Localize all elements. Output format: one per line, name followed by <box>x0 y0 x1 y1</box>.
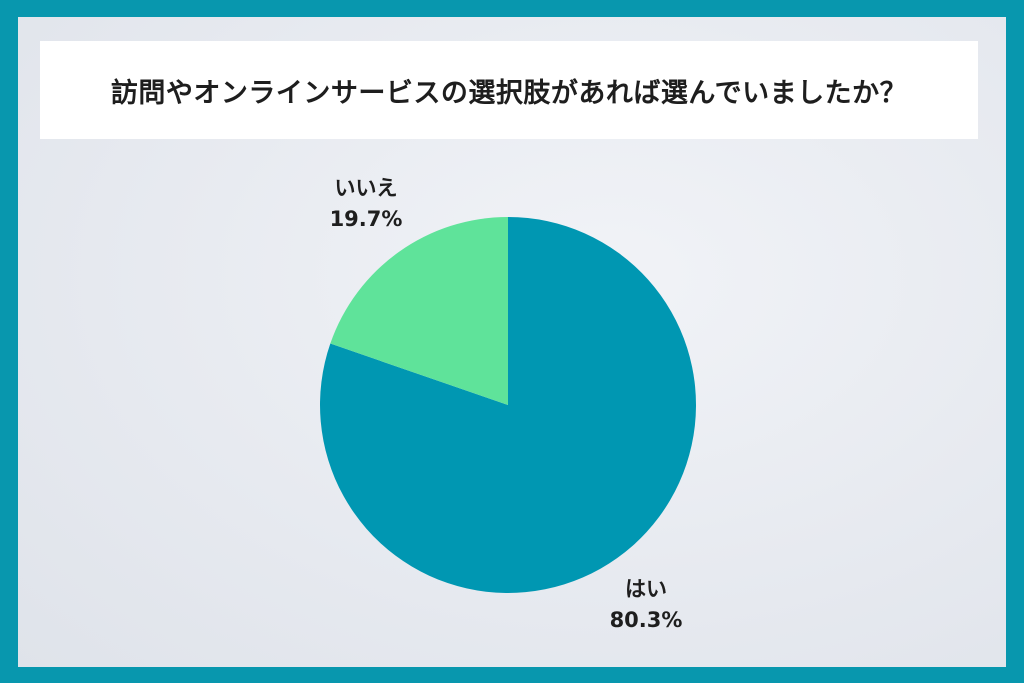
pie-slice-yes <box>320 217 697 593</box>
slice-value-label: 80.3% <box>610 608 683 632</box>
title-box: 訪問やオンラインサービスの選択肢があれば選んでいましたか？ <box>40 41 978 139</box>
slice-value-label: 19.7% <box>330 207 403 231</box>
chart-title: 訪問やオンラインサービスの選択肢があれば選んでいましたか？ <box>110 77 908 109</box>
chart-frame: 訪問やオンラインサービスの選択肢があれば選んでいましたか？ はい 80.3% いいえ… <box>18 17 1006 667</box>
pie-slice-no <box>330 217 508 405</box>
slice-label: はい <box>625 577 667 601</box>
slice-label: いいえ <box>335 176 398 200</box>
pie-chart: はい 80.3% いいえ 19.7% <box>320 176 697 632</box>
